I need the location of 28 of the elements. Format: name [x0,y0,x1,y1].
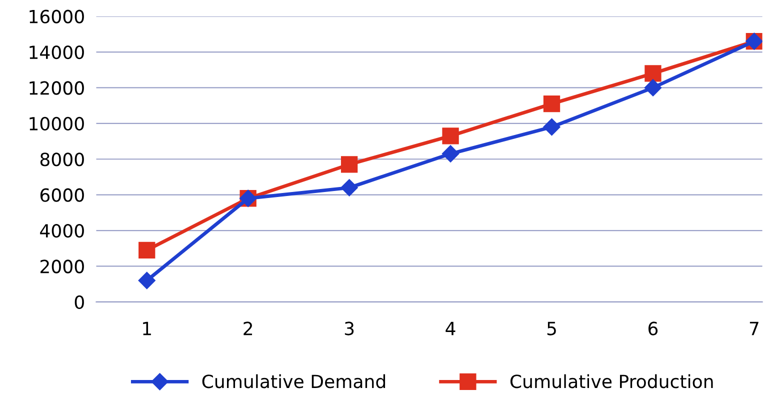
point [340,156,358,173]
y-tick-label: 10000 [30,116,84,131]
point [442,145,460,162]
x-tick-label: 7 [750,322,758,336]
point [543,118,560,136]
y-tick-label: 6000 [40,188,84,202]
point [442,128,459,144]
point [543,95,560,112]
y-tick-label: 4000 [40,224,84,238]
x-tick-label: 3 [344,322,354,336]
x-tick-label: 1 [143,322,151,336]
legend-label: Cumulative Production [510,374,713,388]
y-tick-label: 2000 [40,260,84,274]
x-tick-label: 4 [446,322,456,336]
y-tick-label: 12000 [30,81,84,95]
point [644,79,662,96]
point [138,272,156,290]
y-tick-label: 0 [74,295,84,310]
x-tick-label: 6 [648,322,658,336]
point [644,65,662,82]
point [340,179,358,196]
x-tick-label: 2 [244,322,252,336]
y-tick-label: 14000 [30,45,84,60]
y-tick-label: 16000 [30,10,84,24]
point [138,242,156,258]
legend-label: Cumulative Demand [202,374,386,388]
y-tick-label: 8000 [40,152,84,166]
x-tick-label: 5 [547,322,556,336]
